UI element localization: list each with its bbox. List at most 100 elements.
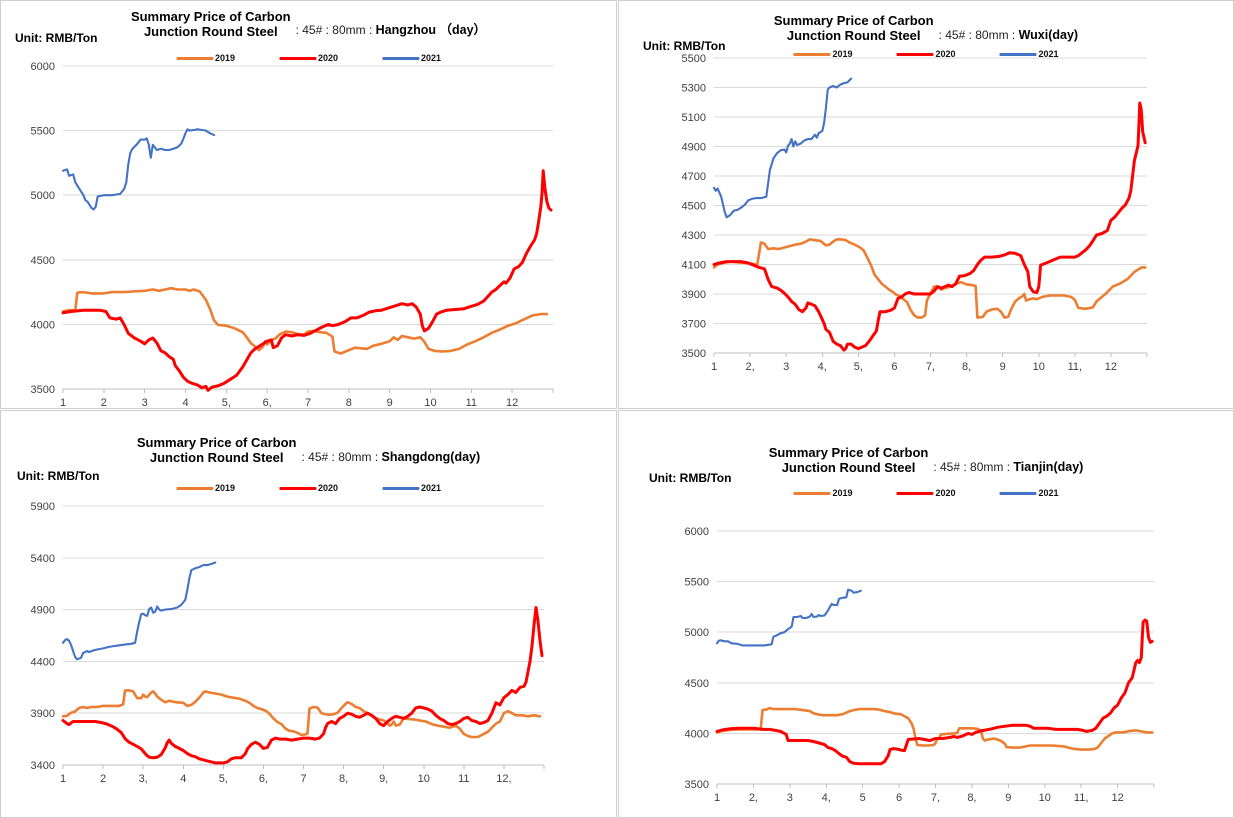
legend-swatch-2021	[999, 52, 1037, 56]
x-tick-label: 9	[1005, 792, 1011, 804]
x-tick-label: 5	[860, 792, 866, 804]
y-tick-label: 4900	[682, 142, 706, 154]
legend-label: 2021	[421, 483, 442, 493]
x-tick-label: 4	[182, 397, 188, 408]
y-tick-label: 5100	[682, 112, 706, 124]
series-line-2021	[712, 77, 853, 219]
x-tick-label: 3	[142, 397, 148, 408]
legend-swatch-2020	[896, 52, 934, 56]
legend-label: 2020	[935, 488, 956, 498]
x-tick-label: 3	[783, 361, 789, 373]
x-tick-label: 8,	[962, 361, 971, 373]
series-line-2021	[61, 561, 217, 661]
x-tick-label: 5,	[854, 361, 863, 373]
legend-item-2019: 2019	[793, 49, 852, 59]
series-line-2019	[712, 238, 1147, 319]
x-tick-label: 2,	[749, 792, 758, 804]
legend-label: 2019	[214, 53, 235, 63]
legend-label: 2021	[421, 53, 442, 63]
x-tick-label: 7,	[931, 792, 940, 804]
x-tick-label: 12	[1111, 792, 1123, 804]
x-tick-label: 11,	[1074, 792, 1088, 804]
legend-item-2020: 2020	[278, 53, 339, 63]
x-tick-label: 7	[300, 773, 306, 785]
x-tick-label: 11	[458, 773, 469, 785]
x-tick-label: 6,	[263, 397, 272, 408]
legend-item-2021: 2021	[382, 53, 441, 63]
legend-swatch-2019	[175, 486, 213, 490]
series-line-2019	[61, 689, 542, 739]
y-tick-label: 4400	[31, 656, 55, 668]
y-tick-label: 5900	[31, 501, 55, 513]
x-tick-label: 12	[506, 397, 518, 408]
legend-label: 2019	[214, 483, 235, 493]
legend-label: 2020	[317, 483, 339, 493]
legend: 2019 2020 2021	[793, 49, 1059, 59]
y-tick-label: 5000	[685, 627, 709, 639]
x-tick-label: 4,	[822, 792, 831, 804]
series-line-2020	[715, 618, 1154, 766]
x-tick-label: 8,	[339, 773, 348, 785]
y-tick-label: 4700	[682, 171, 706, 183]
plot-area-tianjin: 6000 5500 5000 4500 4000 3500 1 2, 3 4, 5 6 7, 8, 9 10 1…	[685, 526, 1155, 804]
legend-swatch-2020	[896, 491, 934, 495]
y-tick-label: 5500	[31, 126, 55, 138]
y-tick-label: 4000	[31, 319, 55, 331]
x-tick-label: 4,	[818, 361, 827, 373]
x-tick-label: 1	[714, 792, 720, 804]
x-tick-label: 1	[60, 397, 66, 408]
y-tick-label: 5500	[685, 577, 709, 589]
x-tick-label: 11	[466, 397, 477, 408]
legend-item-2020: 2020	[896, 49, 956, 59]
legend: 2019 2020 2021	[793, 488, 1059, 498]
legend-item-2019: 2019	[175, 483, 235, 493]
y-tick-label: 3700	[682, 319, 706, 331]
x-tick-label: 10	[424, 397, 436, 408]
x-tick-label: 9	[1000, 361, 1006, 373]
y-tick-label: 3500	[31, 384, 55, 396]
x-tick-label: 10	[1033, 361, 1045, 373]
plot-area-wuxi: 5500 5300 5100 4900 4700 4500 4300 4100 3900 3700…	[682, 53, 1148, 373]
unit-label: Unit: RMB/Ton	[649, 471, 732, 485]
y-tick-label: 4000	[685, 728, 709, 740]
legend-swatch-2020	[278, 486, 316, 490]
x-tick-label: 5,	[222, 397, 231, 408]
unit-label: Unit: RMB/Ton	[643, 39, 726, 53]
legend-label: 2021	[1038, 488, 1059, 498]
x-tick-label: 8,	[967, 792, 976, 804]
y-tick-label: 4500	[682, 201, 706, 213]
series-line-2019	[61, 286, 549, 355]
legend-swatch-2019	[175, 56, 213, 60]
legend-item-2020: 2020	[278, 483, 339, 493]
series-line-2020	[61, 169, 553, 392]
plot-area-shangdong: 5900 5400 4900 4400 3900 3400 1 2 3, 4 5, 6, 7 8, 9, 10…	[31, 501, 545, 785]
series-line-2020	[712, 101, 1147, 352]
legend-label: 2020	[317, 53, 339, 63]
legend-label: 2021	[1038, 49, 1059, 59]
y-tick-label: 3900	[682, 289, 706, 301]
legend-label: 2019	[832, 49, 853, 59]
x-tick-label: 10	[418, 773, 430, 785]
x-tick-label: 8	[346, 397, 352, 408]
legend-swatch-2020	[278, 56, 316, 60]
y-tick-label: 6000	[685, 526, 709, 538]
y-tick-label: 5400	[31, 553, 55, 565]
legend-swatch-2021	[382, 486, 420, 490]
x-tick-label: 6,	[259, 773, 268, 785]
x-tick-label: 1	[60, 773, 66, 785]
x-tick-label: 6	[896, 792, 902, 804]
y-tick-label: 4900	[31, 605, 55, 617]
y-tick-label: 3500	[682, 348, 706, 360]
chart-panel-wuxi: Unit: RMB/Ton Summary Price of Carbon Jun…	[618, 0, 1234, 409]
legend: 2019 2020 2021	[175, 53, 441, 63]
y-tick-label: 4300	[682, 230, 706, 242]
legend-item-2021: 2021	[382, 483, 441, 493]
unit-label: Unit: RMB/Ton	[17, 469, 100, 483]
x-tick-label: 5,	[219, 773, 228, 785]
y-tick-label: 3900	[31, 708, 55, 720]
y-tick-label: 5500	[682, 53, 706, 65]
x-tick-label: 11,	[1068, 361, 1082, 373]
legend-swatch-2019	[793, 52, 831, 56]
legend-item-2021: 2021	[999, 488, 1059, 498]
x-tick-label: 12,	[496, 773, 511, 785]
